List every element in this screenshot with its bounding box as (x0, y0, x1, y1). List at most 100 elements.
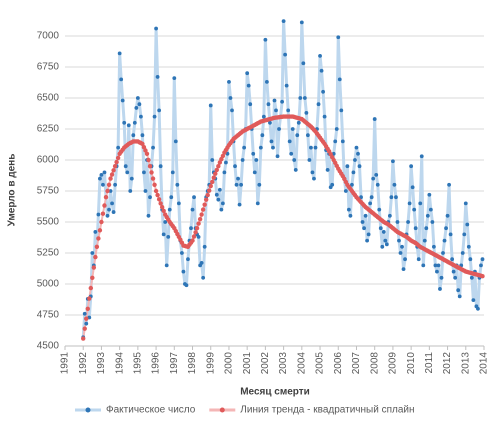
data-point (214, 192, 219, 197)
x-axis-title: Месяц смерти (240, 387, 310, 398)
y-tick-label: 4750 (37, 310, 60, 321)
data-point (105, 188, 110, 194)
data-point (269, 139, 274, 144)
data-point (310, 170, 315, 175)
data-point (216, 164, 221, 169)
y-tick-label: 6500 (37, 93, 60, 104)
data-point (90, 251, 95, 255)
data-point (111, 210, 116, 214)
data-point (284, 83, 289, 88)
data-point (82, 311, 87, 316)
data-point (131, 133, 136, 138)
data-point (383, 238, 388, 243)
data-point (191, 234, 197, 239)
data-point (122, 120, 127, 125)
x-tick-label: 1997 (169, 352, 180, 375)
x-tick-label: 1991 (60, 352, 71, 375)
data-point (167, 207, 172, 212)
data-point (469, 275, 474, 280)
data-point (200, 207, 206, 212)
data-point (479, 263, 483, 268)
data-point (149, 170, 154, 175)
data-point (377, 207, 382, 212)
y-axis-title: Умерло в день (7, 154, 18, 227)
data-point (378, 226, 383, 231)
data-point (350, 182, 354, 187)
data-point (295, 133, 300, 138)
data-point (158, 201, 163, 206)
data-point (416, 257, 421, 262)
data-point (219, 207, 224, 212)
data-point (120, 98, 125, 103)
data-point (194, 226, 200, 231)
data-point (363, 213, 368, 218)
data-point (302, 96, 307, 100)
data-point (296, 120, 301, 125)
data-point (108, 189, 113, 193)
data-point (108, 176, 113, 181)
data-point (468, 257, 473, 262)
data-point (460, 251, 465, 255)
data-point (286, 108, 291, 113)
data-point (117, 51, 122, 56)
data-point (112, 164, 118, 169)
data-point (389, 195, 394, 200)
legend-item: Линия тренда - квадратичный сплайн (209, 405, 415, 416)
data-point (166, 234, 171, 239)
data-point (85, 306, 90, 311)
data-point (163, 220, 168, 224)
data-point (110, 201, 114, 206)
legend-label: Фактическое число (106, 405, 196, 416)
data-point (105, 213, 110, 218)
data-point (252, 170, 257, 175)
data-point (170, 170, 175, 175)
data-point (156, 197, 162, 202)
data-point (148, 195, 152, 200)
data-point (413, 226, 418, 231)
x-tick-label: 2012 (442, 352, 453, 375)
data-point (451, 269, 456, 274)
x-tick-label: 1992 (78, 352, 89, 375)
data-point (360, 220, 365, 224)
data-point (272, 98, 277, 103)
data-point (316, 102, 321, 107)
data-point (283, 52, 288, 57)
data-point (205, 192, 210, 198)
data-point (274, 108, 278, 113)
data-point (147, 164, 153, 169)
data-point (319, 68, 324, 73)
data-point (334, 127, 339, 131)
data-point (119, 77, 124, 82)
data-point (236, 176, 240, 181)
data-point (245, 71, 250, 76)
data-point (82, 326, 87, 331)
data-point (480, 273, 485, 279)
data-point (280, 99, 284, 104)
data-point (128, 189, 133, 193)
data-point (186, 257, 190, 262)
data-point (305, 133, 310, 138)
data-point (202, 244, 207, 249)
data-point (173, 139, 178, 144)
data-point (293, 168, 298, 172)
data-point (103, 195, 109, 200)
data-point (123, 164, 128, 169)
data-point (406, 220, 410, 224)
data-point (387, 213, 392, 218)
x-tick-label: 2005 (315, 352, 326, 375)
x-tick-label: 2008 (369, 352, 380, 375)
data-point (380, 244, 385, 249)
data-point (325, 168, 330, 172)
data-point (480, 257, 485, 262)
data-point (339, 108, 344, 113)
data-point (176, 201, 181, 206)
data-point (395, 220, 400, 224)
y-tick-label: 6750 (37, 62, 60, 73)
data-point (96, 212, 101, 217)
data-point (111, 168, 116, 173)
data-point (217, 160, 223, 165)
data-point (129, 176, 134, 181)
data-point (422, 238, 427, 243)
data-point (439, 275, 444, 280)
legend-label: Линия тренда - квадратичный сплайн (240, 405, 414, 416)
